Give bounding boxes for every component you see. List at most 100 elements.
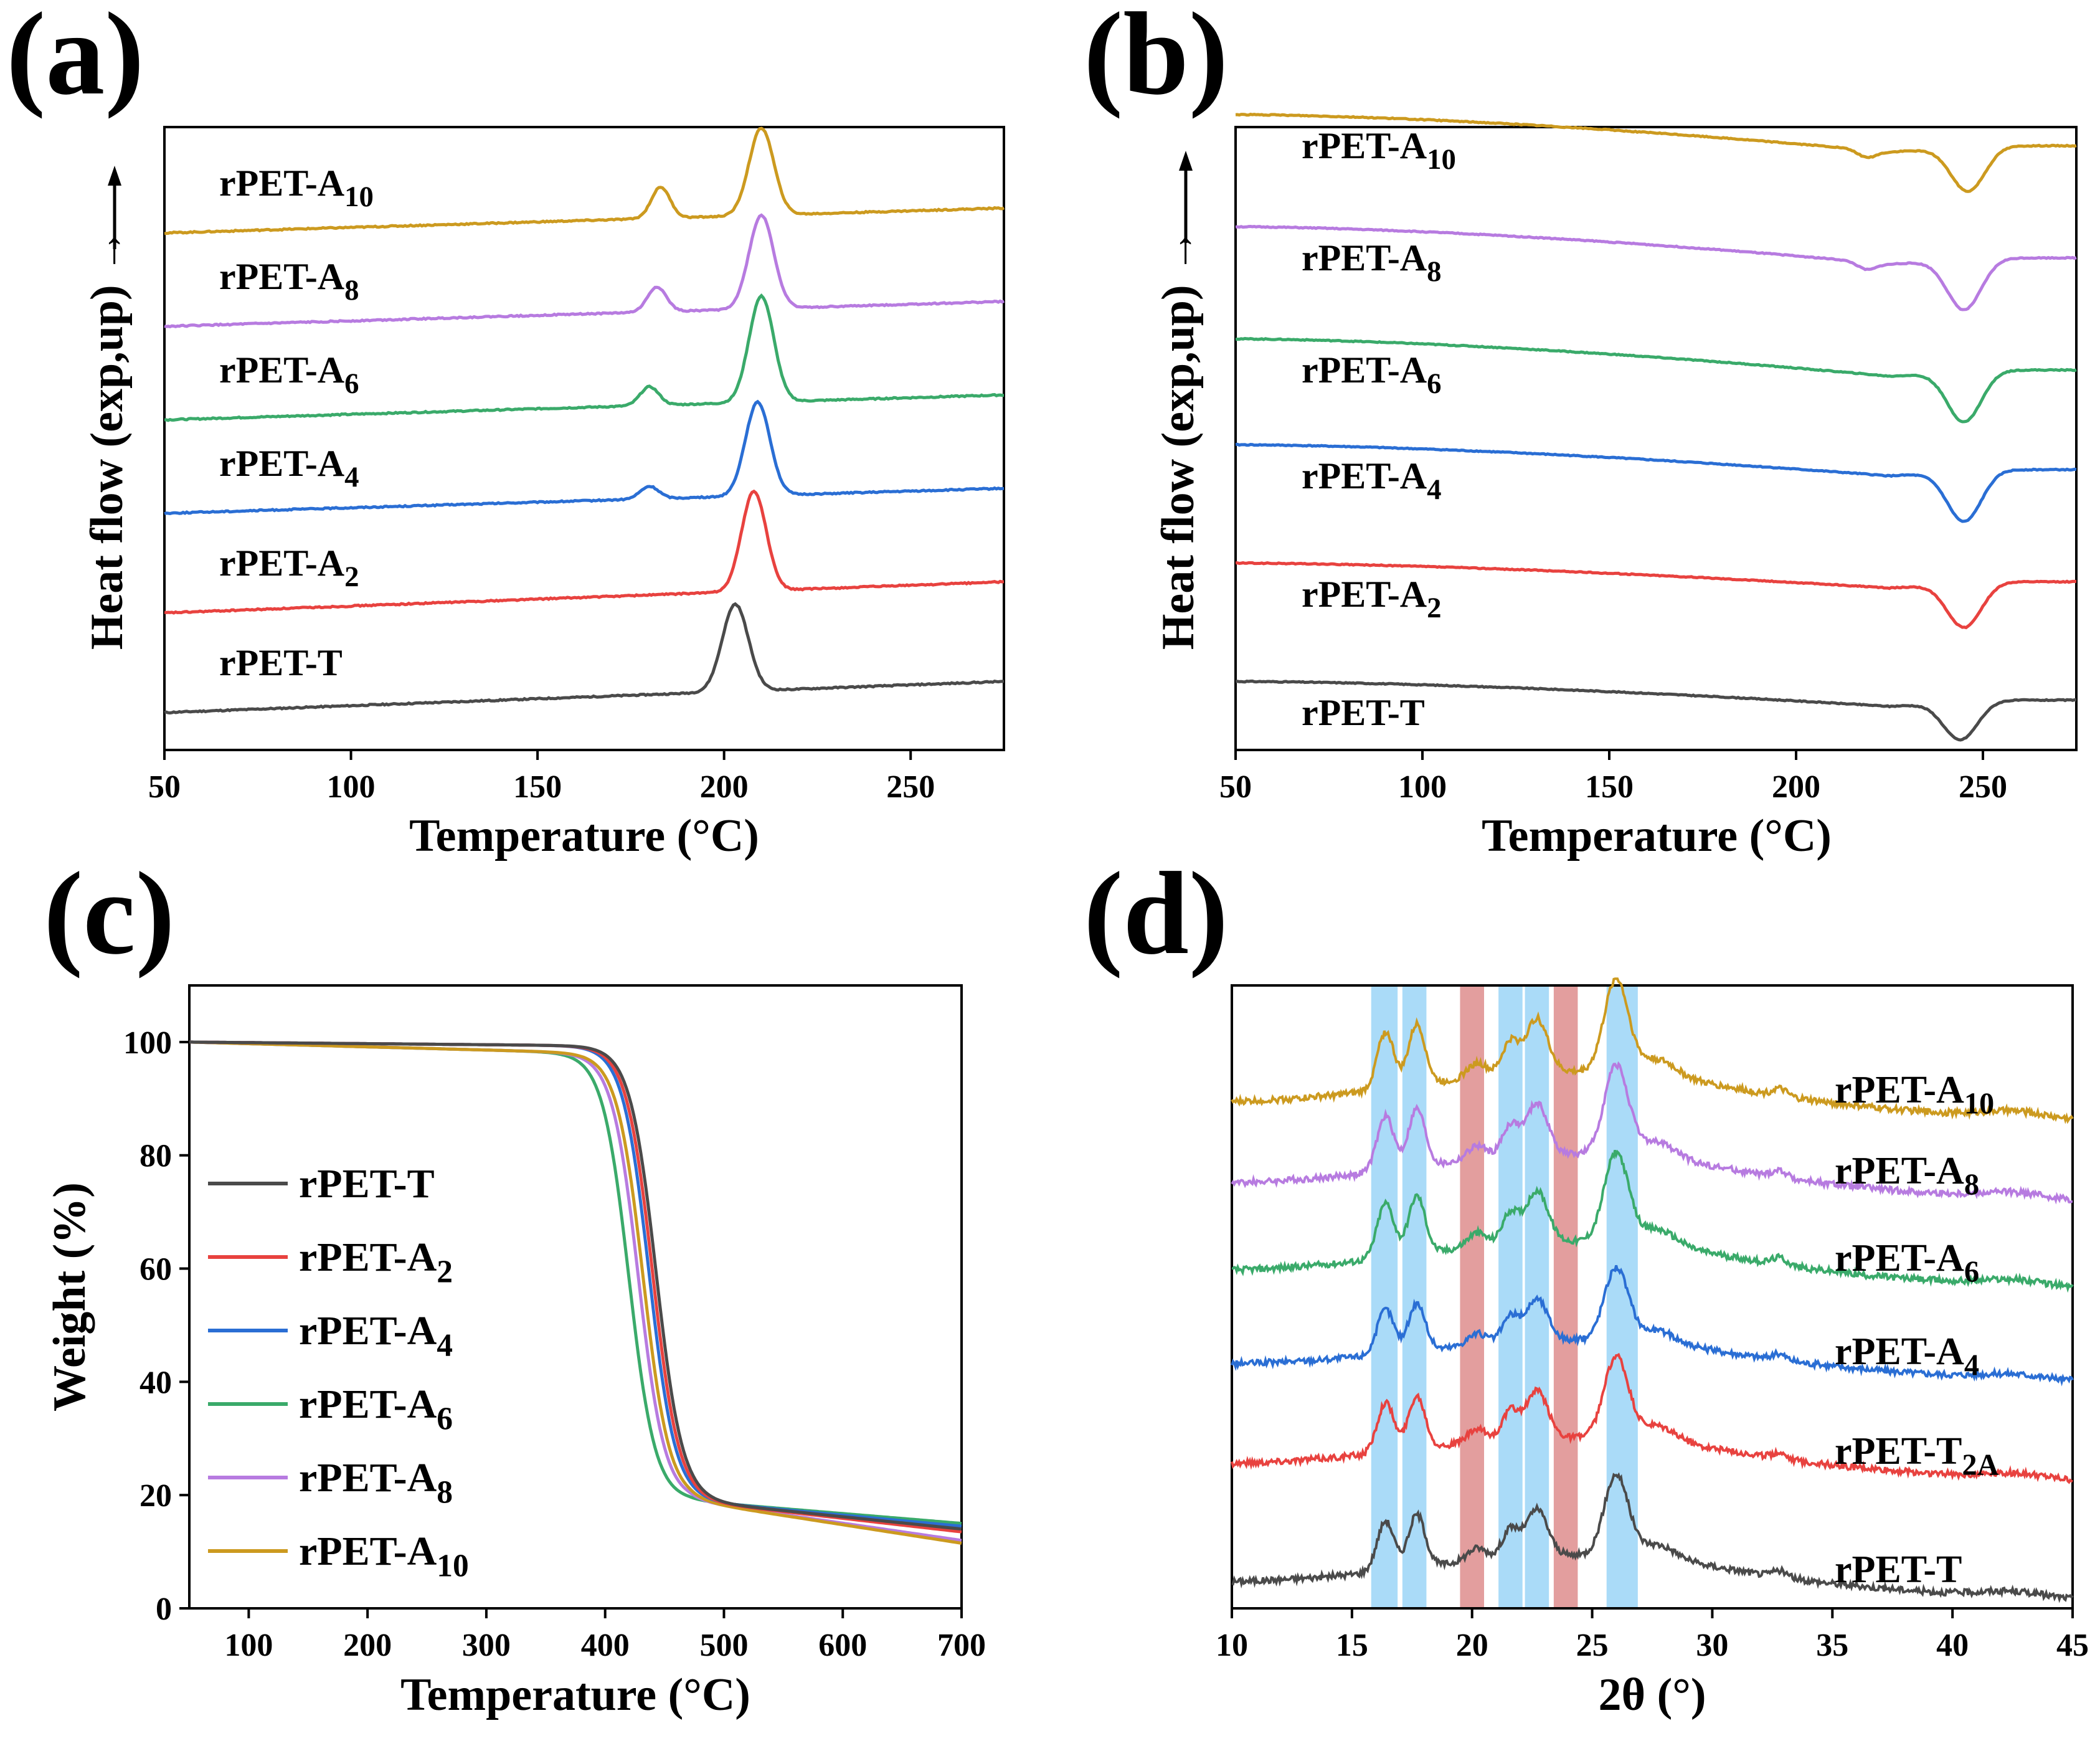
panel-d-label-rPET-A6: rPET-A6 <box>1835 1237 1979 1288</box>
panel-d-label-rPET-A8-sub: 8 <box>1964 1168 1979 1201</box>
panel-a-x-axis-label: Temperature (°C) <box>409 810 759 861</box>
panel-c-curve-rPET-T <box>189 1040 962 1531</box>
panel-c-y-tick-label: 100 <box>123 1025 172 1061</box>
panel-d-tick-label: 15 <box>1336 1628 1368 1663</box>
panel-c-legend-label-rPET-A8: rPET-A8 <box>299 1455 453 1510</box>
panel-b-tick-label: 200 <box>1772 769 1820 805</box>
panel-d-curve-rPET-A6 <box>1231 1149 2074 1293</box>
panel-a-label-rPET-T: rPET-T <box>219 642 343 683</box>
panel-c-x-tick-label: 700 <box>937 1628 986 1663</box>
panel-c-legend-label-rPET-T: rPET-T <box>299 1161 435 1207</box>
panel-b-curve-rPET-A2 <box>1235 561 2077 630</box>
panel-a-label-rPET-A2-sub: 2 <box>344 561 359 593</box>
panel-a-dsc-cooling: (a) rPET-TrPET-A2rPET-A4rPET-A6rPET-A8rP… <box>6 0 1005 861</box>
panel-b-label-rPET-A8-sub: 8 <box>1427 255 1441 288</box>
panel-b-tick-label: 150 <box>1585 769 1634 805</box>
panel-c-y-axis-label: Weight (%) <box>44 1182 95 1412</box>
panel-c-x-tick-label: 300 <box>462 1628 511 1663</box>
panel-a-x-ticks: 50 100 150 200 250 <box>108 166 935 805</box>
panel-b-label-rPET-A10: rPET-A10 <box>1302 125 1456 176</box>
panel-c-legend-label-rPET-A4: rPET-A4 <box>299 1308 453 1363</box>
panel-c-tga: (c) 100 200 300 400 500 600 700 0 20 40 60 80 100 rP… <box>44 848 986 1720</box>
panel-b-label-rPET-A4-sub: 4 <box>1427 473 1441 506</box>
panel-a-label-rPET-A10-sub: 10 <box>344 181 374 213</box>
panel-c-curve-rPET-A6 <box>189 1040 962 1525</box>
panel-a-label-rPET-T-main: rPET-T <box>219 642 343 683</box>
panel-a-curve-rPET-A6 <box>164 293 1005 422</box>
panel-a-label-rPET-A8-main: rPET-A <box>219 256 344 297</box>
panel-a-tick-label: 50 <box>148 769 181 805</box>
panel-b-curves <box>1235 112 2077 742</box>
panel-a-tag: (a) <box>6 0 144 120</box>
panel-b-tick-label: 100 <box>1398 769 1447 805</box>
panel-b-label-rPET-T: rPET-T <box>1302 692 1425 733</box>
panel-d-blue-band <box>1606 985 1638 1608</box>
panel-c-tag: (c) <box>44 848 175 979</box>
panel-c-legend-label-rPET-A2-main: rPET-A <box>299 1235 437 1280</box>
panel-d-series-labels: rPET-TrPET-T2ArPET-A4rPET-A6rPET-A8rPET-… <box>1835 1069 1999 1591</box>
panel-d-label-rPET-T2A: rPET-T2A <box>1835 1430 1999 1481</box>
panel-a-label-rPET-A4: rPET-A4 <box>219 443 359 493</box>
panel-c-y-tick-label: 20 <box>140 1478 172 1514</box>
panel-c-legend-label-rPET-A4-main: rPET-A <box>299 1308 437 1354</box>
panel-a-label-rPET-A6-sub: 6 <box>344 368 359 400</box>
panel-b-label-rPET-A6-sub: 6 <box>1427 368 1441 400</box>
panel-b-label-rPET-A6-main: rPET-A <box>1302 349 1427 391</box>
panel-c-legend-label-rPET-A2-sub: 2 <box>437 1254 453 1289</box>
panel-d-tick-label: 45 <box>2056 1628 2089 1663</box>
panel-a-label-rPET-A6: rPET-A6 <box>219 349 359 400</box>
panel-c-legend-label-rPET-A10: rPET-A10 <box>299 1529 469 1583</box>
panel-d-frame <box>1231 984 2074 1610</box>
panel-b-label-rPET-A4-main: rPET-A <box>1302 455 1427 496</box>
panel-a-tick-label: 100 <box>327 769 376 805</box>
panel-b-tick-label: 250 <box>1959 769 2007 805</box>
panel-b-y-arrow-head <box>1179 151 1193 171</box>
panel-c-curves <box>189 1040 962 1545</box>
panel-c-x-tick-label: 600 <box>818 1628 867 1663</box>
panel-d-label-rPET-A4-main: rPET-A <box>1835 1331 1964 1373</box>
panel-d-xrd: (d) rPET-TrPET-T2ArPET-A4rPET-A6rPET-A8r… <box>1084 848 2089 1720</box>
panel-d-curve-rPET-A8 <box>1231 1061 2073 1205</box>
panel-a-y-arrow-head <box>108 166 121 186</box>
panel-c-x-tick-label: 400 <box>581 1628 630 1663</box>
panel-b-label-rPET-T-main: rPET-T <box>1302 692 1425 733</box>
panel-d-tick-label: 30 <box>1696 1628 1728 1663</box>
panel-d-label-rPET-A8-main: rPET-A <box>1835 1150 1964 1192</box>
panel-d-x-axis-label: 2θ (°) <box>1598 1669 1706 1720</box>
panel-c-y-tick-label: 0 <box>156 1592 172 1627</box>
panel-d-label-rPET-A10: rPET-A10 <box>1835 1069 1994 1120</box>
panel-a-curve-rPET-A4 <box>164 399 1005 516</box>
panel-b-y-axis-label: Heat flow (exp,up) → <box>1153 227 1204 650</box>
panel-c-frame <box>188 984 963 1610</box>
panel-b-tag: (b) <box>1084 0 1228 120</box>
panel-b-tick-label: 50 <box>1219 769 1252 805</box>
panel-d-blue-band <box>1371 985 1398 1608</box>
panel-d-tick-label: 10 <box>1216 1628 1248 1663</box>
panel-b-frame <box>1234 126 2078 751</box>
panel-d-label-rPET-T2A-sub: 2A <box>1962 1448 1998 1481</box>
panel-a-frame <box>163 126 1005 751</box>
panel-a-curve-rPET-T <box>164 602 1005 715</box>
panel-d-label-rPET-T2A-main: rPET-T <box>1835 1430 1962 1473</box>
panel-d-tick-label: 20 <box>1456 1628 1488 1663</box>
panel-d-curve-rPET-A10 <box>1231 977 2074 1124</box>
panel-c-legend-label-rPET-A8-sub: 8 <box>437 1474 453 1510</box>
panel-d-tag: (d) <box>1084 848 1228 979</box>
panel-d-label-rPET-A10-sub: 10 <box>1964 1087 1994 1120</box>
panel-a-curve-rPET-A2 <box>164 489 1005 615</box>
panel-c-legend-label-rPET-A8-main: rPET-A <box>299 1455 437 1501</box>
panel-c-ticks: 100 200 300 400 500 600 700 0 20 40 60 80 100 <box>123 1025 986 1663</box>
panel-c-legend-label-rPET-A6: rPET-A6 <box>299 1382 453 1436</box>
panel-a-label-rPET-A8-sub: 8 <box>344 274 359 306</box>
panel-c-curve-rPET-A4 <box>189 1040 962 1528</box>
panel-b-curve-rPET-A6 <box>1235 336 2077 424</box>
panel-b-series-labels: rPET-TrPET-A2rPET-A4rPET-A6rPET-A8rPET-A… <box>1302 125 1456 733</box>
panel-b-curve-rPET-A4 <box>1235 442 2077 523</box>
panel-d-tick-label: 25 <box>1576 1628 1609 1663</box>
panel-c-legend-label-rPET-A4-sub: 4 <box>437 1327 453 1363</box>
panel-c-x-tick-label: 500 <box>699 1628 748 1663</box>
panel-c-x-axis-label: Temperature (°C) <box>400 1669 750 1720</box>
panel-a-label-rPET-A2-main: rPET-A <box>219 543 344 584</box>
panel-d-label-rPET-A8: rPET-A8 <box>1835 1150 1979 1201</box>
